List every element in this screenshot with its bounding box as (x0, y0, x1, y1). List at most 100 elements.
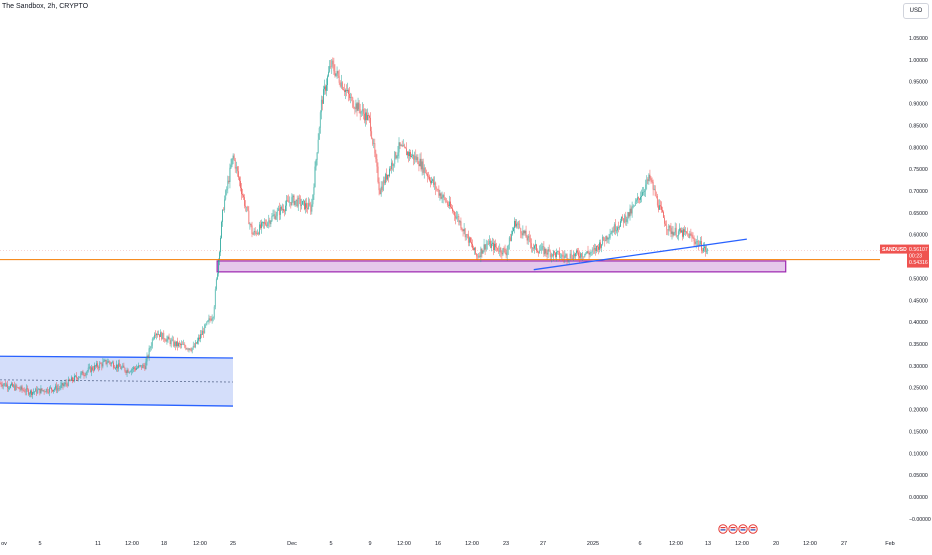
candle-body (680, 228, 681, 232)
candle-body (252, 225, 253, 234)
candle-body (464, 229, 465, 231)
event-flag-circle (729, 525, 737, 533)
candle-body (105, 360, 106, 361)
candle-body (696, 242, 697, 244)
candle-body (470, 238, 471, 243)
currency-button[interactable]: USD (903, 3, 929, 19)
support-zone (217, 261, 786, 272)
candle-body (236, 167, 237, 169)
candle-body (468, 234, 469, 242)
candle-body (448, 205, 449, 206)
candle-body (182, 344, 183, 345)
candle-body (167, 339, 168, 342)
candle-body (391, 163, 392, 170)
candle-body (452, 208, 453, 211)
candle-body (226, 189, 227, 190)
candle-body (270, 220, 271, 224)
candle-body (110, 363, 111, 365)
candle-body (305, 203, 306, 209)
candle-body (249, 211, 250, 224)
candle-body (298, 198, 299, 207)
event-flag-icon[interactable] (729, 525, 737, 533)
candle-body (281, 207, 282, 210)
candle-body (33, 392, 34, 393)
candle-body (94, 365, 95, 370)
candle-body (467, 234, 468, 235)
time-tick-label: Feb (885, 541, 894, 547)
candle-body (213, 317, 214, 318)
candle-body (255, 231, 256, 232)
time-tick-label: 27 (540, 541, 546, 547)
candle-body (690, 234, 691, 238)
candle-body (9, 388, 10, 389)
candle-body (529, 236, 530, 238)
candle-body (274, 214, 275, 215)
candle-body (655, 189, 656, 196)
candle-body (132, 369, 133, 370)
candle-body (645, 185, 646, 191)
candle-body (589, 253, 590, 255)
candle-body (511, 234, 512, 241)
candle-body (476, 254, 477, 257)
candle-body (528, 236, 529, 241)
candle-body (257, 233, 258, 234)
candle-body (178, 343, 179, 346)
candle-body (691, 234, 692, 235)
candle-body (656, 196, 657, 197)
candle-body (134, 367, 135, 368)
candle-body (333, 61, 334, 65)
candle-body (685, 231, 686, 232)
candle-body (280, 207, 281, 215)
candle-body (522, 233, 523, 235)
candle-body (362, 109, 363, 111)
candle-body (320, 112, 321, 128)
event-flag-icon[interactable] (739, 525, 747, 533)
candle-body (13, 385, 14, 386)
event-flag-circle (739, 525, 747, 533)
candle-body (12, 383, 13, 386)
candle-body (410, 152, 411, 157)
candle-body (453, 211, 454, 212)
candle-body (266, 225, 267, 226)
candle-body (315, 167, 316, 188)
candle-body (599, 242, 600, 249)
candle-body (442, 197, 443, 198)
candle-body (176, 341, 177, 346)
candle-body (41, 388, 42, 393)
candle-body (631, 209, 632, 214)
candle-body (585, 254, 586, 257)
candle-body (702, 251, 703, 252)
candle-body (498, 251, 499, 252)
price-tick-label: 0.95000 (909, 80, 928, 86)
candle-body (106, 360, 107, 364)
candle-body (431, 181, 432, 183)
candle-body (393, 164, 394, 166)
candle-body (380, 190, 381, 194)
time-tick-label: Dec (287, 541, 297, 547)
candle-body (536, 244, 537, 250)
candle-body (623, 218, 624, 222)
candle-body (675, 228, 676, 233)
candle-body (381, 187, 382, 194)
event-flag-icon[interactable] (749, 525, 757, 533)
candle-body (247, 207, 248, 211)
price-axis[interactable]: 1.050001.000000.950000.900000.850000.800… (880, 36, 931, 523)
candle-body (516, 224, 517, 227)
candle-body (427, 174, 428, 177)
candle-body (694, 238, 695, 241)
candle-body (90, 367, 91, 372)
event-flag-icon[interactable] (719, 525, 727, 533)
price-tick-label: 0.05000 (909, 473, 928, 479)
candle-body (197, 341, 198, 344)
candle-body (254, 231, 255, 235)
candle-body (531, 243, 532, 247)
candle-body (491, 244, 492, 248)
candle-body (27, 388, 28, 390)
candle-body (693, 237, 694, 238)
candle-body (72, 377, 73, 380)
candle-body (669, 226, 670, 231)
candle-body (433, 179, 434, 184)
